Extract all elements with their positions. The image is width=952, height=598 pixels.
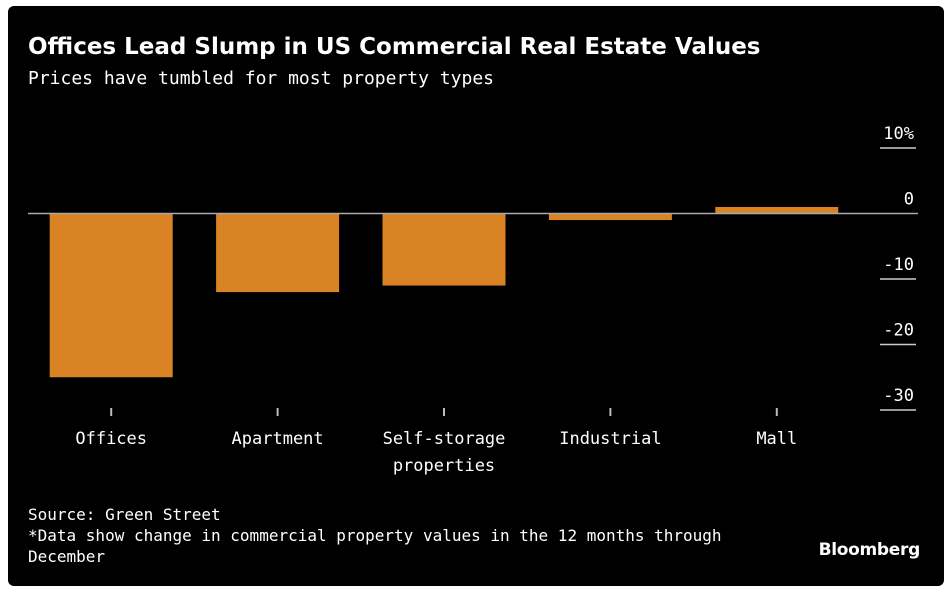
x-tick-label-apartment: Apartment bbox=[232, 429, 324, 449]
y-tick-label-minus-30: -30 bbox=[883, 386, 914, 406]
bar-chart: 10% 0 -10 -20 -30 Offices Apartment Self-stora… bbox=[28, 124, 918, 476]
y-tick-label-10: 10% bbox=[883, 124, 914, 144]
bar-self-storage-properties bbox=[382, 213, 506, 286]
chart-subtitle: Prices have tumbled for most property ty… bbox=[28, 68, 494, 89]
chart-title: Offices Lead Slump in US Commercial Real… bbox=[28, 34, 761, 60]
y-tick-label-minus-10: -10 bbox=[883, 255, 914, 275]
x-tick-label-offices: Offices bbox=[75, 429, 147, 449]
y-tick-label-0: 0 bbox=[904, 190, 914, 210]
y-axis: 10% 0 -10 -20 -30 bbox=[880, 124, 916, 411]
y-tick-label-minus-20: -20 bbox=[883, 321, 914, 341]
bloomberg-logo: Bloomberg bbox=[818, 540, 921, 560]
chart-panel: Offices Lead Slump in US Commercial Real… bbox=[8, 6, 944, 586]
bar-industrial bbox=[548, 213, 672, 221]
source-line: Source: Green Street bbox=[28, 505, 221, 524]
bars-group bbox=[28, 206, 918, 378]
x-tick-label-industrial: Industrial bbox=[559, 429, 661, 449]
x-tick-label-mall: Mall bbox=[756, 429, 797, 449]
footnote: *Data show change in commercial property… bbox=[28, 526, 722, 566]
x-tick-label-self-storage-properties: Self-storage properties bbox=[383, 429, 506, 476]
bar-mall bbox=[715, 206, 839, 214]
x-axis: Offices Apartment Self-storage properties In… bbox=[75, 408, 797, 476]
source-note: Source: Green Street *Data show change i… bbox=[28, 504, 748, 567]
bar-apartment bbox=[216, 213, 340, 293]
bar-offices bbox=[49, 213, 173, 378]
